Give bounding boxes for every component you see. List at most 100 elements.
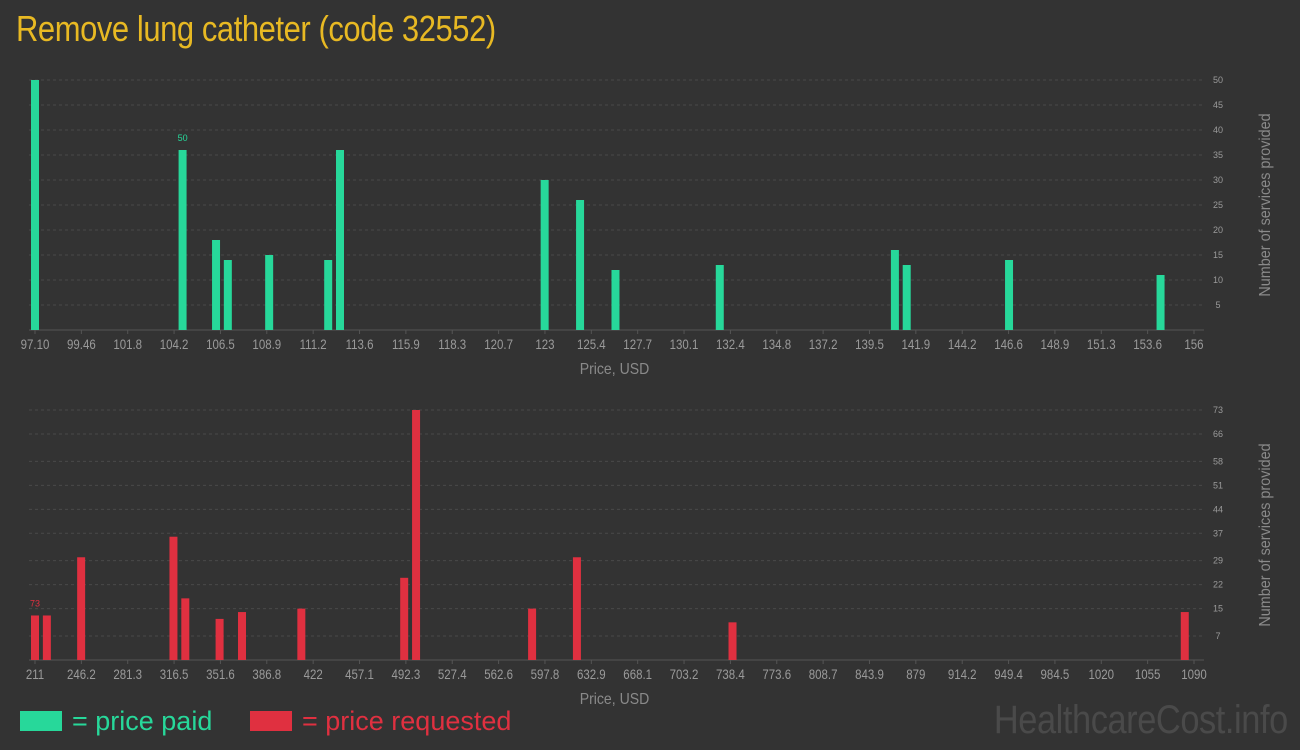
x-tick-label: 97.10 [21, 336, 50, 352]
y-tick-label: 22 [1213, 580, 1223, 590]
x-tick-label: 132.4 [716, 336, 745, 352]
bar [169, 536, 178, 660]
legend-swatch-paid [20, 711, 62, 731]
bar [611, 270, 620, 330]
x-tick-label: 108.9 [252, 336, 281, 352]
max-value-label: 50 [178, 133, 188, 143]
x-tick-label: 118.3 [438, 336, 466, 352]
y-tick-label: 25 [1213, 200, 1223, 210]
bar [324, 260, 333, 330]
bar [297, 608, 306, 660]
x-tick-label: 120.7 [484, 336, 513, 352]
y-tick-label: 29 [1213, 556, 1223, 566]
x-tick-label: 141.9 [901, 336, 930, 352]
y-tick-label: 44 [1213, 504, 1223, 514]
x-tick-label: 914.2 [948, 666, 977, 682]
x-tick-label: 211 [26, 666, 44, 682]
x-tick-label: 139.5 [855, 336, 884, 352]
x-tick-label: 949.4 [994, 666, 1023, 682]
y-tick-label: 15 [1213, 250, 1223, 260]
y-tick-label: 51 [1213, 480, 1223, 490]
x-tick-label: 1055 [1135, 666, 1161, 682]
bar [400, 577, 409, 660]
legend-swatch-requested [250, 711, 292, 731]
bar [31, 615, 39, 660]
bar [238, 612, 247, 660]
x-tick-label: 134.8 [762, 336, 791, 352]
x-tick-label: 597.8 [531, 666, 560, 682]
y-tick-label: 5 [1215, 300, 1220, 310]
y-tick-label: 30 [1213, 175, 1223, 185]
x-tick-label: 156 [1184, 336, 1203, 352]
x-tick-label: 127.7 [623, 336, 652, 352]
bar [336, 150, 344, 330]
bar [77, 557, 86, 660]
watermark: HealthcareCost.info [994, 698, 1288, 742]
y-tick-label: 7 [1215, 631, 1220, 641]
x-tick-label: 879 [906, 666, 925, 682]
x-tick-label: 125.4 [577, 336, 606, 352]
y-axis-title: Number of services provided [1256, 113, 1274, 296]
x-tick-label: 422 [304, 666, 323, 682]
y-tick-label: 66 [1213, 429, 1223, 439]
x-tick-label: 101.8 [113, 336, 142, 352]
legend-price-paid: = price paid [20, 704, 212, 738]
x-tick-label: 148.9 [1041, 336, 1070, 352]
x-tick-label: 738.4 [716, 666, 745, 682]
x-tick-label: 843.9 [855, 666, 884, 682]
bar [540, 180, 549, 330]
y-tick-label: 45 [1213, 100, 1223, 110]
x-tick-label: 113.6 [346, 336, 374, 352]
y-tick-label: 35 [1213, 150, 1223, 160]
bar [715, 265, 724, 330]
x-tick-label: 632.9 [577, 666, 606, 682]
x-tick-label: 146.6 [994, 336, 1023, 352]
y-tick-label: 73 [1213, 405, 1223, 415]
bar [223, 260, 232, 330]
y-tick-label: 10 [1213, 275, 1223, 285]
price-paid-chart: 5 10 15 20 25 30 35 40 45 50 97.10 99.46 101.8 104.2 1… [21, 75, 1275, 378]
y-tick-label: 15 [1213, 604, 1223, 614]
bar [178, 150, 187, 330]
bar [890, 250, 899, 330]
y-axis-title: Number of services provided [1256, 443, 1274, 626]
x-tick-label: 144.2 [948, 336, 977, 352]
legend-price-requested: = price requested [250, 704, 511, 738]
x-tick-label: 984.5 [1041, 666, 1070, 682]
y-tick-label: 40 [1213, 125, 1223, 135]
x-tick-label: 99.46 [67, 336, 96, 352]
bar [1156, 275, 1165, 330]
x-tick-label: 808.7 [809, 666, 838, 682]
x-tick-label: 773.6 [762, 666, 791, 682]
x-tick-label: 527.4 [438, 666, 467, 682]
x-axis-title: Price, USD [580, 690, 650, 708]
bar [572, 557, 581, 660]
x-tick-label: 351.6 [206, 666, 235, 682]
bar [181, 598, 190, 660]
x-tick-label: 137.2 [809, 336, 838, 352]
x-tick-label: 153.6 [1133, 336, 1162, 352]
y-tick-label: 50 [1213, 75, 1223, 85]
x-tick-label: 246.2 [67, 666, 96, 682]
y-tick-label: 20 [1213, 225, 1223, 235]
x-tick-label: 386.8 [252, 666, 281, 682]
bar [728, 622, 737, 660]
bar [215, 618, 224, 660]
x-tick-label: 123 [535, 336, 554, 352]
bar [1005, 260, 1014, 330]
price-requested-chart: 7 15 22 29 37 44 51 58 66 73 211 246.2 281.3 316.5 351… [26, 405, 1274, 708]
x-tick-label: 106.5 [206, 336, 235, 352]
y-tick-label: 58 [1213, 456, 1223, 466]
x-tick-label: 115.9 [392, 336, 420, 352]
bar [412, 410, 421, 660]
legend-label-paid: = price paid [72, 705, 213, 736]
x-tick-label: 1090 [1181, 666, 1207, 682]
x-tick-label: 457.1 [345, 666, 374, 682]
bar [902, 265, 911, 330]
bar [576, 200, 585, 330]
x-tick-label: 111.2 [300, 336, 327, 352]
bar [528, 608, 537, 660]
bar [42, 615, 51, 660]
x-tick-label: 130.1 [670, 336, 699, 352]
bar [212, 240, 221, 330]
